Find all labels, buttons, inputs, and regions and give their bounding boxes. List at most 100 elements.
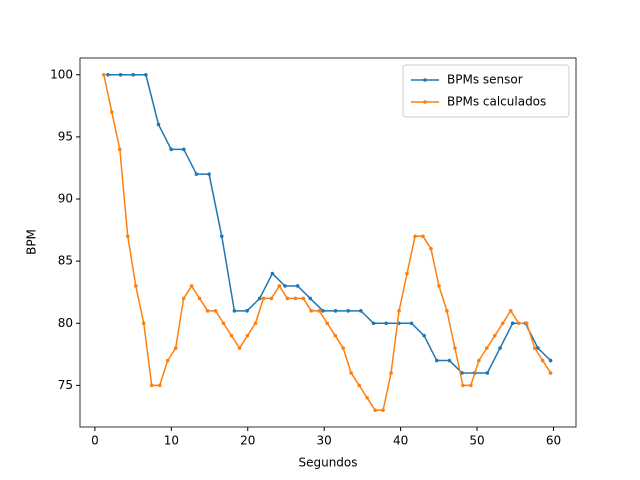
data-point	[219, 234, 224, 239]
data-point	[221, 321, 226, 326]
data-point	[548, 358, 553, 363]
data-point	[405, 271, 409, 276]
legend-box	[402, 64, 570, 118]
series-line	[103, 74, 552, 411]
data-point	[253, 321, 258, 326]
data-point	[381, 408, 385, 413]
data-point	[106, 72, 110, 77]
data-point	[229, 333, 234, 338]
data-point	[508, 309, 513, 313]
data-point	[510, 321, 515, 326]
data-point	[516, 321, 521, 326]
legend-marker	[423, 78, 427, 82]
data-point	[447, 358, 452, 363]
data-point	[434, 358, 439, 363]
data-point	[341, 346, 346, 350]
data-point	[346, 309, 351, 313]
plot-frame	[79, 57, 577, 428]
data-point	[365, 396, 369, 400]
data-point	[373, 408, 377, 413]
data-point	[422, 333, 426, 338]
data-point	[293, 296, 298, 301]
data-point	[194, 172, 199, 176]
data-point	[118, 72, 123, 77]
data-point	[321, 309, 325, 313]
data-point	[245, 309, 249, 313]
data-point	[131, 72, 135, 77]
data-point	[437, 284, 441, 288]
data-point	[285, 296, 290, 301]
y-tick-label: 100	[50, 67, 73, 81]
data-point	[333, 309, 338, 313]
data-point	[453, 346, 457, 350]
data-point	[384, 321, 388, 326]
data-point	[540, 358, 545, 363]
data-point	[269, 296, 274, 301]
data-point	[532, 346, 537, 350]
x-tick-label: 40	[393, 434, 408, 448]
x-tick-label: 50	[469, 434, 484, 448]
data-point	[207, 172, 211, 176]
data-point	[493, 333, 497, 338]
data-point	[118, 147, 122, 152]
data-point	[445, 309, 449, 313]
data-point	[469, 383, 473, 388]
data-point	[261, 296, 266, 301]
data-point	[477, 358, 481, 363]
data-point	[232, 309, 237, 313]
data-point	[149, 383, 154, 388]
data-point	[156, 122, 161, 127]
data-point	[205, 309, 210, 313]
data-point	[125, 234, 130, 239]
data-point	[109, 110, 114, 114]
data-point	[349, 371, 353, 375]
y-tick-label: 90	[58, 192, 73, 206]
x-tick-label: 10	[164, 434, 179, 448]
series-line	[107, 74, 552, 374]
data-point	[257, 296, 262, 301]
data-point	[389, 371, 393, 375]
data-point	[485, 371, 490, 375]
data-point	[245, 333, 250, 338]
data-point	[536, 346, 540, 350]
data-point	[301, 296, 306, 301]
data-point	[413, 234, 417, 239]
data-point	[237, 346, 242, 350]
x-tick-label: 0	[91, 434, 99, 448]
data-point	[371, 321, 376, 326]
data-point	[524, 321, 529, 326]
data-point	[165, 358, 170, 363]
y-axis-label: BPM	[25, 229, 39, 255]
data-point	[498, 346, 502, 350]
data-point	[548, 371, 553, 375]
data-point	[277, 284, 282, 288]
data-point	[169, 147, 173, 152]
data-point	[173, 346, 178, 350]
data-point	[359, 309, 363, 313]
y-tick-label: 95	[58, 129, 73, 143]
y-tick-label: 75	[58, 378, 73, 392]
data-point	[500, 321, 505, 326]
legend-marker	[423, 100, 427, 104]
data-point	[270, 271, 275, 276]
data-point	[197, 296, 202, 301]
y-tick-label: 85	[58, 254, 73, 268]
data-point	[333, 333, 338, 338]
data-point	[409, 321, 414, 326]
data-point	[485, 346, 489, 350]
data-point	[157, 383, 162, 388]
x-tick-label: 30	[317, 434, 332, 448]
data-point	[429, 246, 433, 251]
data-point	[461, 383, 465, 388]
legend-label: BPMs sensor	[447, 73, 523, 87]
x-tick-label: 60	[546, 434, 561, 448]
data-point	[133, 284, 138, 288]
data-point	[317, 309, 322, 313]
x-tick-label: 20	[240, 434, 255, 448]
data-point	[325, 321, 330, 326]
data-point	[397, 309, 401, 313]
data-point	[357, 383, 361, 388]
data-point	[141, 321, 146, 326]
data-point	[181, 147, 186, 152]
